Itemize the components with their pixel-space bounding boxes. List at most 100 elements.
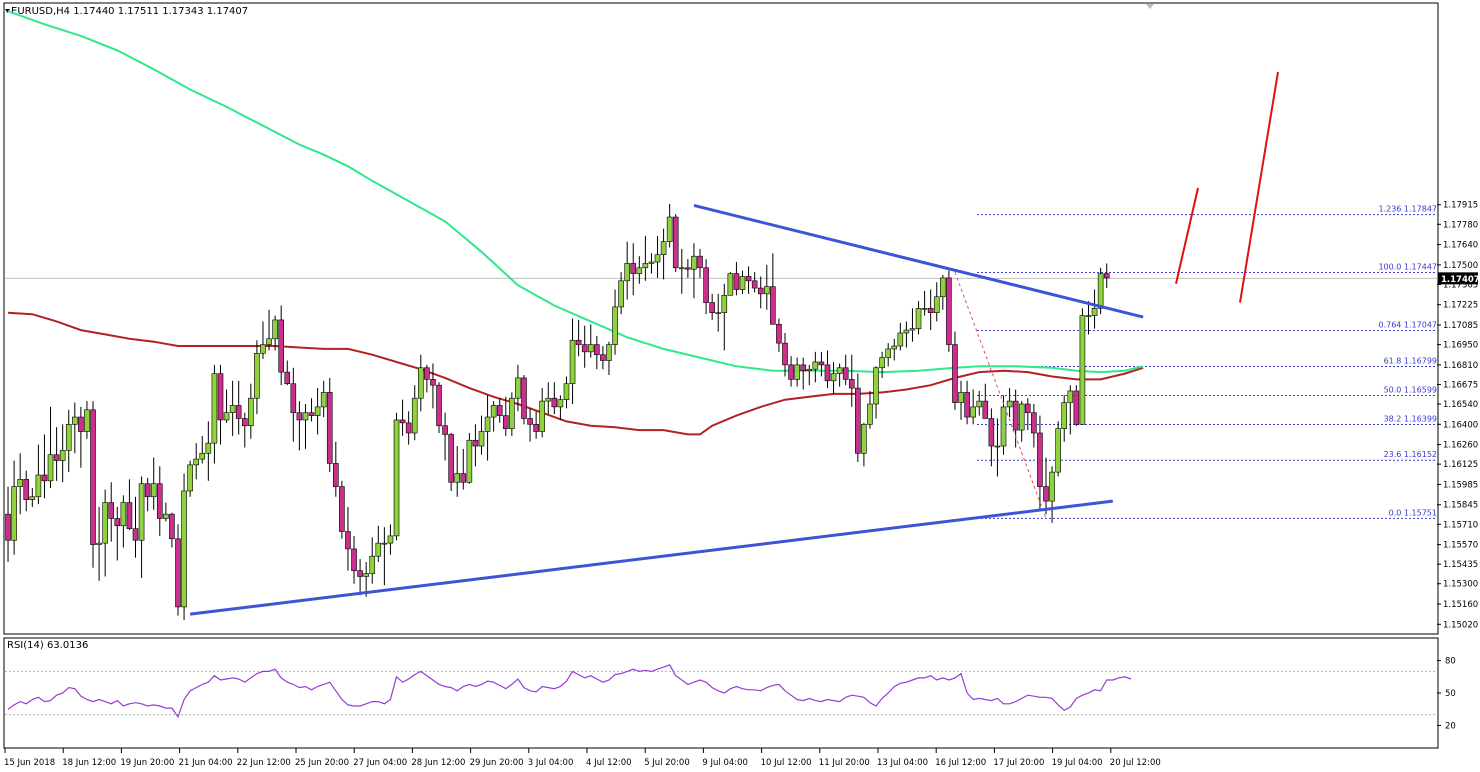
bear-candle: [333, 463, 339, 487]
bull-candle: [199, 452, 206, 460]
trendline: [693, 203, 1144, 319]
bear-candle: [848, 379, 855, 389]
bear-candle: [709, 302, 715, 314]
bull-candle: [666, 216, 673, 242]
time-tick-label: 17 Jul 20:00: [993, 758, 1044, 768]
bear-candle: [278, 319, 284, 373]
bear-candle: [533, 423, 539, 432]
bear-candle: [782, 342, 788, 366]
fib-level-label: 0.0 1.15751: [1389, 508, 1437, 517]
bear-candle: [1073, 390, 1080, 425]
bull-candle: [120, 502, 127, 527]
price-tick-label: 1.15160: [1443, 600, 1478, 610]
bear-candle: [405, 422, 412, 434]
price-tick-label: 1.15435: [1443, 560, 1478, 570]
trendline: [189, 499, 1113, 616]
price-panel[interactable]: EURUSD,H4 1.17440 1.17511 1.17343 1.1740…: [3, 2, 1480, 635]
bear-candle: [399, 419, 406, 424]
bull-candle: [885, 348, 891, 358]
rsi-levels: [5, 670, 1437, 716]
bull-candle: [163, 513, 169, 519]
bear-candle: [1031, 412, 1037, 434]
bull-candle: [320, 392, 327, 408]
rsi-panel[interactable]: RSI(14) 63.0136 80 50 20: [3, 637, 1456, 749]
bull-candle: [65, 423, 72, 451]
bear-candle: [842, 367, 849, 380]
price-panel-frame: [3, 2, 1439, 635]
bull-candle: [387, 535, 394, 544]
fib-level-label: 38.2 1.16399: [1384, 414, 1437, 423]
bear-candle: [308, 412, 315, 416]
bear-candle: [776, 323, 782, 344]
bear-candle: [424, 367, 430, 380]
bull-candle: [211, 373, 218, 444]
price-tick-label: 1.16950: [1443, 341, 1478, 351]
bull-candle: [958, 392, 964, 403]
bear-candle: [575, 339, 582, 345]
bull-candle: [739, 276, 746, 290]
bull-candle: [691, 255, 697, 270]
bear-candle: [770, 286, 776, 325]
fib-level-label: 50.0 1.16599: [1384, 385, 1437, 394]
bull-candle: [1055, 428, 1061, 473]
bull-candle: [248, 397, 254, 427]
bear-candle: [132, 528, 139, 541]
price-tick-label: 1.17500: [1443, 261, 1478, 271]
bear-candle: [144, 483, 151, 498]
fib-level-label: 1.236 1.17847: [1378, 205, 1437, 214]
projection-segment: [1239, 71, 1279, 303]
bull-candle: [563, 383, 570, 400]
bull-candle: [29, 496, 36, 500]
time-axis: 15 Jun 2018 18 Jun 12:00 19 Jun 20:00 21 Ju…: [4, 748, 1161, 768]
bull-candle: [940, 277, 946, 298]
bull-candle: [1006, 400, 1013, 408]
time-tick-label: 25 Jun 20:00: [295, 758, 349, 768]
bear-candle: [855, 387, 861, 454]
bull-candle: [1000, 406, 1007, 447]
bear-candle: [982, 400, 989, 419]
bear-candle: [527, 418, 533, 425]
bear-candle: [5, 513, 11, 541]
bear-candle: [351, 548, 357, 571]
bear-candle: [1103, 273, 1110, 279]
bear-candle: [581, 344, 588, 353]
bear-candle: [824, 364, 831, 382]
bull-candle: [727, 273, 734, 296]
bear-candle: [1024, 403, 1031, 414]
price-tick-label: 1.17640: [1443, 241, 1478, 251]
bear-candle: [430, 379, 436, 386]
candlesticks: [5, 204, 1110, 620]
bear-candle: [502, 415, 509, 429]
bull-candle: [648, 261, 655, 264]
bull-candle: [454, 473, 461, 483]
trendlines[interactable]: [189, 203, 1144, 616]
bull-candle: [970, 406, 976, 418]
bear-candle: [788, 364, 794, 380]
bear-candle: [345, 531, 351, 550]
time-tick-label: 20 Jul 12:00: [1110, 758, 1161, 768]
price-tick-label: 1.16260: [1443, 441, 1478, 451]
bull-candle: [187, 464, 193, 492]
time-tick-label: 9 Jul 04:00: [702, 758, 748, 768]
bull-candle: [302, 412, 309, 421]
bear-candle: [551, 397, 558, 408]
bear-candle: [818, 361, 825, 366]
rsi-tick-label: 50: [1445, 689, 1456, 699]
time-tick-label: 21 Jun 04:00: [179, 758, 233, 768]
bear-candle: [235, 405, 242, 419]
bear-candle: [800, 364, 807, 371]
rsi-axis: 80 50 20: [1437, 657, 1456, 731]
bull-candle: [314, 406, 321, 416]
bull-candle: [17, 479, 23, 487]
bear-candle: [927, 308, 934, 314]
bear-candle: [284, 371, 291, 385]
bear-candle: [521, 377, 527, 419]
bear-candle: [672, 216, 679, 269]
bull-candle: [909, 328, 916, 331]
bull-candle: [490, 405, 497, 418]
bull-candle: [1079, 315, 1086, 425]
bull-candle: [478, 431, 485, 447]
time-tick-label: 19 Jun 20:00: [120, 758, 174, 768]
time-tick-label: 15 Jun 2018: [4, 758, 55, 768]
bull-candle: [715, 312, 722, 315]
